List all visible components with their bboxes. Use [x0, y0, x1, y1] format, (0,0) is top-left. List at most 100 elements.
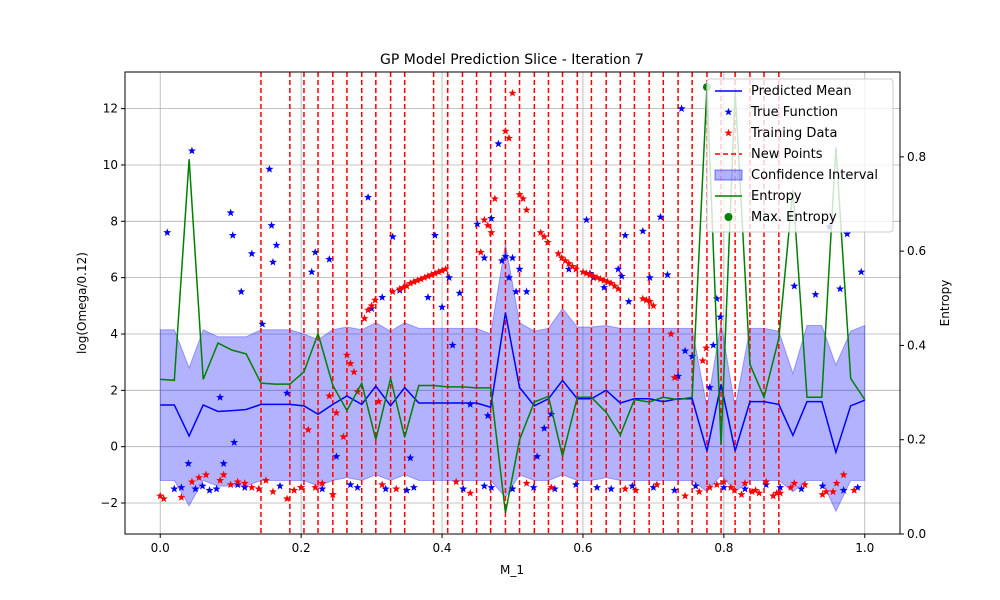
confidence-interval-band [159, 243, 866, 513]
training-data-point-79 [670, 373, 679, 382]
x-tick-label: 0.0 [151, 541, 170, 555]
y2-tick-label: 0.2 [907, 433, 926, 447]
true-function-point-69 [790, 281, 799, 290]
true-function-point-53 [614, 265, 623, 273]
training-data-point-46 [487, 228, 496, 236]
training-data-point-23 [360, 314, 369, 322]
true-function-point-4 [219, 459, 228, 467]
training-data-point-116 [751, 486, 760, 494]
training-data-point-72 [610, 281, 619, 290]
training-data-point-31 [402, 281, 411, 290]
true-function-point-84 [276, 481, 284, 490]
true-function-point-29 [445, 273, 454, 282]
training-data-point-121 [822, 487, 831, 496]
true-function-point-3 [216, 393, 225, 401]
true-function-point-75 [170, 484, 179, 493]
training-data-point-20 [346, 359, 355, 367]
training-data-point-55 [540, 232, 549, 241]
true-function-point-106 [741, 484, 749, 493]
true-function-point-55 [621, 231, 630, 239]
true-function-point-41 [508, 253, 517, 262]
training-data-point-98 [247, 483, 256, 491]
training-data-point-84 [719, 477, 728, 486]
true-function-point-101 [628, 481, 637, 490]
true-function-point-100 [607, 484, 616, 493]
true-function-point-25 [406, 453, 415, 462]
training-data-point-58 [557, 253, 566, 262]
training-data-point-43 [476, 248, 485, 256]
true-function-point-40 [504, 273, 513, 282]
training-data-point-59 [561, 256, 570, 265]
true-function-point-63 [681, 346, 690, 355]
training-data-point-69 [600, 276, 609, 284]
x-tick-label: 0.6 [573, 541, 592, 555]
training-data-point-111 [652, 480, 661, 489]
training-data-point-61 [568, 262, 577, 270]
legend-label-max_entropy: Max. Entropy [751, 210, 837, 225]
true-function-point-107 [762, 480, 771, 489]
true-function-point-36 [487, 214, 496, 222]
training-data-point-37 [423, 272, 432, 280]
true-function-point-54 [617, 272, 626, 280]
training-data-point-105 [452, 477, 461, 486]
training-data-point-36 [420, 273, 429, 282]
true-function-point-112 [853, 483, 862, 491]
true-function-point-103 [670, 486, 679, 494]
plot-frame [124, 71, 901, 535]
true-function-point-26 [423, 293, 432, 301]
legend-label-training_data: Training Data [750, 126, 837, 141]
true-function-point-42 [512, 287, 521, 296]
true-function-point-80 [212, 484, 221, 493]
true-function-point-0 [163, 228, 172, 236]
training-data-point-4 [194, 473, 203, 482]
training-data-point-1 [159, 494, 168, 503]
true-function-point-59 [656, 212, 665, 221]
y-tick-label: 10 [103, 158, 118, 172]
true-function-point-93 [480, 481, 489, 490]
training-data-point-14 [304, 425, 313, 434]
true-function-point-13 [268, 257, 277, 266]
true-function-point-27 [431, 231, 439, 239]
true-function-point-39 [501, 252, 510, 260]
true-function-point-60 [663, 270, 672, 279]
training-data-point-25 [367, 301, 376, 310]
true-function-point-35 [483, 411, 492, 420]
true-function-point-56 [624, 297, 633, 305]
legend-box [706, 78, 894, 233]
true-function-point-78 [198, 481, 207, 490]
true-function-point-43 [515, 265, 524, 273]
y2-axis-label: Entropy [938, 280, 952, 327]
true-function-point-37 [494, 139, 503, 148]
training-data-point-63 [578, 267, 587, 276]
training-data-point-30 [399, 283, 408, 291]
true-function-point-79 [205, 486, 214, 494]
training-data-point-101 [311, 483, 320, 491]
training-data-point-114 [726, 483, 735, 491]
legend-label-new_points: New Points [751, 147, 823, 162]
true-function-point-76 [177, 483, 186, 491]
true-function-point-66 [709, 341, 718, 349]
training-data-point-97 [240, 479, 249, 487]
training-data-point-34 [413, 276, 422, 284]
x-tick-label: 0.4 [432, 541, 451, 555]
training-data-point-92 [818, 490, 827, 498]
training-data-point-51 [515, 190, 524, 198]
true-function-point-23 [388, 232, 397, 241]
training-data-point-44 [480, 215, 489, 224]
true-function-point-2 [187, 146, 196, 155]
training-data-point-48 [501, 126, 510, 135]
training-data-point-118 [772, 488, 781, 497]
legend-label-confidence_interval: Confidence Interval [751, 168, 878, 183]
true-function-point-49 [582, 215, 591, 224]
training-data-point-28 [388, 287, 397, 296]
true-function-point-34 [480, 253, 489, 262]
training-data-point-117 [762, 477, 771, 486]
true-function-point-18 [325, 255, 334, 263]
training-data-point-91 [790, 479, 799, 487]
true-function-point-94 [487, 483, 496, 491]
training-data-point-41 [438, 266, 447, 274]
training-data-point-45 [483, 221, 492, 229]
training-data-point-29 [395, 284, 404, 293]
legend-swatch-true_function [724, 107, 733, 116]
training-data-point-65 [586, 270, 594, 279]
